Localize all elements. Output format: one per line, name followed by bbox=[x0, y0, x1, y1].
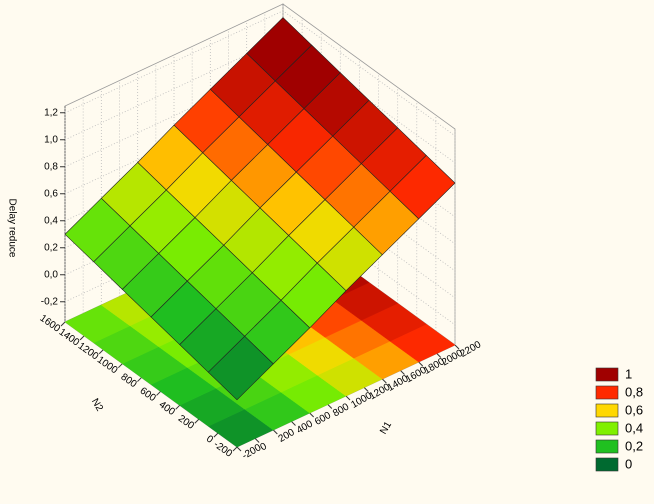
legend-label: 0 bbox=[625, 456, 632, 471]
z-axis-title: Delay reduce bbox=[6, 199, 17, 258]
x-axis-title: N1 bbox=[378, 419, 394, 436]
x-tick bbox=[254, 438, 260, 443]
legend-swatch bbox=[595, 403, 619, 418]
y-tick bbox=[194, 418, 200, 424]
x-tick bbox=[363, 387, 369, 392]
legend-label: 1 bbox=[625, 366, 632, 381]
x-tick bbox=[400, 370, 405, 375]
legend-label: 0,6 bbox=[625, 402, 643, 417]
legend-swatch bbox=[595, 367, 619, 382]
y-tick bbox=[137, 377, 142, 382]
x-tick-label: 0 bbox=[258, 441, 269, 454]
x-tick bbox=[454, 344, 460, 350]
legend-swatch bbox=[595, 421, 619, 436]
y-tick-label: 600 bbox=[138, 385, 158, 404]
legend-label: 0,2 bbox=[625, 438, 643, 453]
x-tick bbox=[291, 421, 296, 426]
legend-swatch bbox=[595, 457, 619, 472]
x-tick-label: 200 bbox=[277, 427, 297, 445]
y-tick-label: 400 bbox=[157, 399, 177, 418]
x-tick bbox=[309, 412, 315, 418]
x-tick bbox=[381, 378, 387, 384]
z-tick-label: 0,6 bbox=[44, 188, 58, 199]
z-tick-label: -0,2 bbox=[41, 296, 59, 307]
grid-line bbox=[64, 10, 456, 137]
y-tick bbox=[60, 321, 66, 327]
x-tick bbox=[418, 361, 424, 367]
y-axis-title: N2 bbox=[89, 397, 105, 414]
y-tick bbox=[213, 432, 219, 438]
y-tick-label: 0 bbox=[204, 434, 215, 446]
legend-label: 0,4 bbox=[625, 420, 643, 435]
x-tick-label: 400 bbox=[295, 418, 315, 436]
legend-swatch bbox=[595, 385, 619, 400]
y-tick bbox=[175, 404, 181, 410]
z-tick-label: 0,2 bbox=[44, 242, 58, 253]
x-tick bbox=[327, 404, 333, 409]
y-tick bbox=[156, 391, 161, 396]
z-tick-label: 0,4 bbox=[44, 215, 58, 226]
x-tick-label: 600 bbox=[313, 410, 333, 428]
surface-cell bbox=[207, 335, 274, 401]
legend-swatch bbox=[595, 439, 619, 454]
z-tick-label: 0,0 bbox=[44, 269, 58, 280]
z-tick-label: 0,8 bbox=[44, 161, 58, 172]
y-tick bbox=[79, 335, 85, 341]
legend-label: 0,8 bbox=[625, 384, 643, 399]
x-tick-label: 2200 bbox=[458, 339, 483, 360]
y-tick-label: 200 bbox=[176, 413, 196, 432]
z-tick-label: 1,2 bbox=[44, 107, 58, 118]
y-tick bbox=[117, 363, 123, 369]
x-tick-label: 800 bbox=[331, 401, 351, 419]
x-tick bbox=[272, 429, 278, 435]
z-tick-label: 1,0 bbox=[44, 134, 58, 145]
y-tick bbox=[98, 349, 104, 355]
x-tick bbox=[236, 446, 242, 452]
y-tick bbox=[232, 446, 238, 452]
y-tick-label: 800 bbox=[119, 372, 139, 391]
x-tick bbox=[345, 395, 351, 401]
x-tick bbox=[436, 353, 442, 358]
